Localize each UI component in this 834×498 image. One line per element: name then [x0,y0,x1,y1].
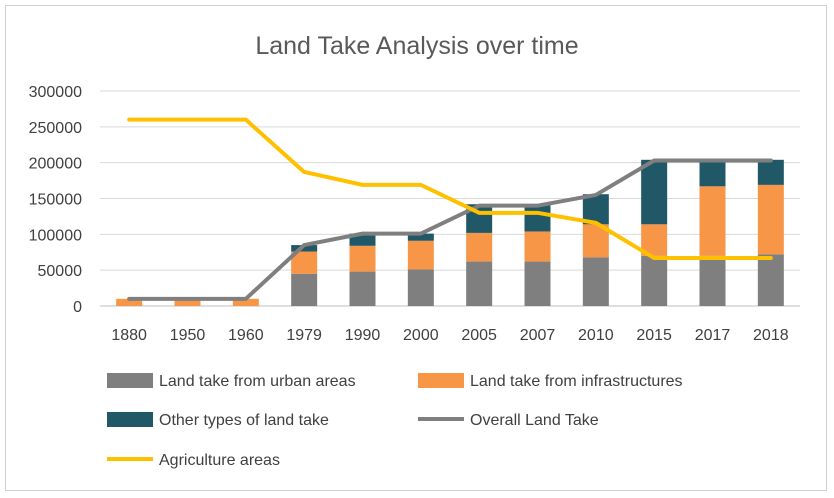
legend-label: Land take from infrastructures [470,373,683,390]
y-tick-label: 200000 [29,156,82,173]
bar-segment-other [524,204,551,232]
bar-segment-infrastructures [524,231,551,262]
legend-label: Agriculture areas [159,452,280,469]
legend-swatch [418,373,464,388]
bar-segment-infrastructures [407,240,434,270]
x-tick-label: 1880 [111,327,147,344]
bar-segment-other [582,194,609,225]
y-tick-label: 100000 [29,227,82,244]
x-tick-label: 1960 [228,327,264,344]
bar-segment-infrastructures [349,245,376,272]
bar-segment-urban [699,255,726,306]
legend-swatch [107,373,153,388]
bar-segment-infrastructures [466,232,493,262]
x-tick-label: 1979 [286,327,322,344]
bar-segment-other [757,159,784,185]
x-axis-ticks: 1880 1950 1960 1979 1990 2000 2005 2007 2010 2015… [111,327,788,344]
x-tick-label: 2018 [753,327,789,344]
bar-layer [116,159,784,306]
bar-segment-infrastructures [232,298,259,306]
grid-layer [100,90,800,307]
agriculture-areas-line [127,117,773,260]
chart-title: Land Take Analysis over time [255,32,578,60]
y-tick-label: 250000 [29,120,82,137]
bar-segment-infrastructures [699,186,726,256]
bar-segment-other [699,160,726,187]
x-tick-label: 2007 [520,327,556,344]
legend-swatch [107,412,153,427]
legend-label: Land take from urban areas [159,373,356,390]
x-tick-label: 2005 [461,327,497,344]
y-axis-ticks: 0 50000 100000 150000 200000 250000 300000 [29,84,82,316]
bar-segment-urban [291,273,318,306]
bar-segment-other [407,233,434,241]
y-tick-label: 150000 [29,192,82,209]
bar-segment-other [641,159,668,225]
overall-land-take-line [127,158,773,301]
x-tick-label: 1950 [170,327,206,344]
x-tick-label: 2017 [695,327,731,344]
legend: Land take from urban areas Land take from… [107,373,683,469]
bar-segment-infrastructures [291,251,318,274]
y-tick-label: 0 [73,299,82,316]
legend-label: Overall Land Take [470,412,599,429]
line-layer [127,117,773,301]
bar-segment-urban [524,261,551,306]
y-tick-label: 50000 [38,263,83,280]
legend-label: Other types of land take [159,412,329,429]
x-tick-label: 1990 [345,327,381,344]
bar-segment-urban [349,271,376,306]
x-tick-label: 2010 [578,327,614,344]
x-tick-label: 2000 [403,327,439,344]
x-tick-label: 2015 [636,327,672,344]
bar-segment-infrastructures [116,298,143,306]
bar-segment-urban [641,255,668,306]
bar-segment-infrastructures [174,298,201,306]
bar-segment-infrastructures [757,184,784,255]
y-tick-label: 300000 [29,84,82,101]
bar-segment-urban [757,254,784,306]
bar-segment-urban [407,269,434,306]
bar-segment-urban [466,261,493,306]
bar-segment-other [291,245,318,252]
bar-segment-urban [582,257,609,306]
